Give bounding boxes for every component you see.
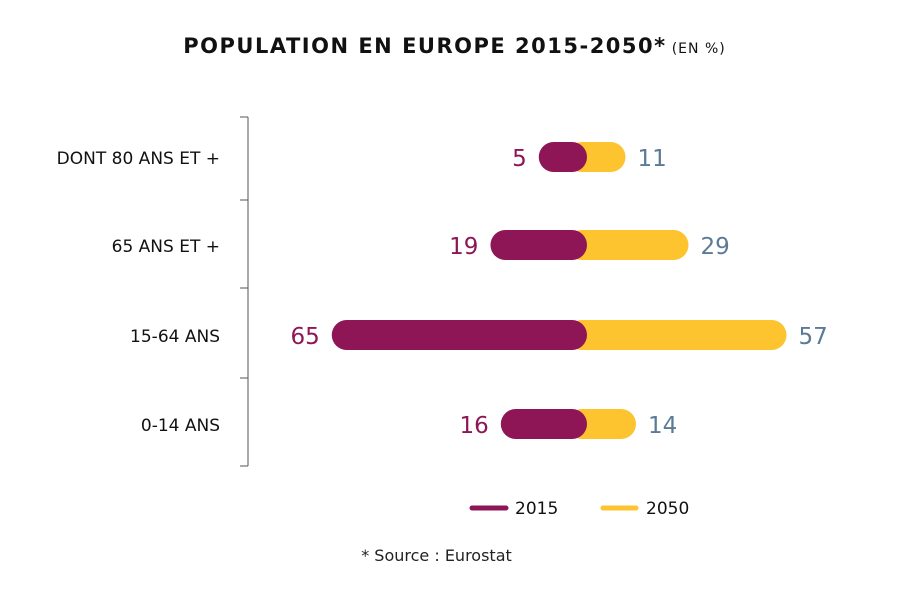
data-label-2050: 11 bbox=[638, 146, 667, 172]
bar-2015 bbox=[500, 409, 587, 439]
chart-title: POPULATION EN EUROPE 2015-2050* bbox=[183, 34, 667, 58]
category-label: 0-14 ANS bbox=[141, 416, 220, 436]
chart-subtitle: (EN %) bbox=[671, 41, 726, 57]
bar-2050 bbox=[567, 320, 787, 350]
data-label-2050: 29 bbox=[701, 234, 730, 260]
bar-2050 bbox=[567, 230, 689, 260]
chart-title-block: POPULATION EN EUROPE 2015-2050* (EN %) bbox=[0, 34, 909, 58]
data-label-2015: 19 bbox=[449, 234, 478, 260]
category-label: DONT 80 ANS ET + bbox=[57, 149, 220, 169]
category-label: 65 ANS ET + bbox=[112, 237, 220, 257]
footnote: * Source : Eurostat bbox=[361, 546, 512, 565]
bar-2015 bbox=[331, 320, 587, 350]
bar-2015 bbox=[538, 142, 587, 172]
data-label-2015: 5 bbox=[512, 146, 527, 172]
legend-label-2050: 2050 bbox=[646, 499, 689, 519]
category-label: 15-64 ANS bbox=[130, 327, 220, 347]
bar-2015 bbox=[490, 230, 587, 260]
data-label-2050: 14 bbox=[648, 413, 677, 439]
data-label-2050: 57 bbox=[799, 324, 828, 350]
data-label-2015: 65 bbox=[290, 324, 319, 350]
data-label-2015: 16 bbox=[460, 413, 489, 439]
legend-label-2015: 2015 bbox=[515, 499, 558, 519]
